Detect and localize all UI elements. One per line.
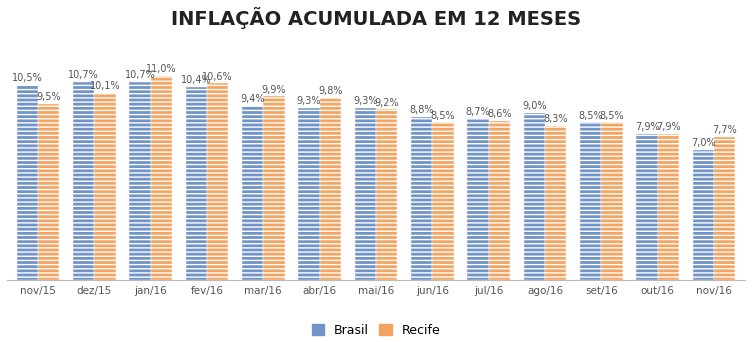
Text: 8,7%: 8,7% (465, 107, 490, 117)
Bar (411, 117, 432, 280)
Bar (150, 76, 172, 280)
Text: 9,3%: 9,3% (297, 96, 321, 106)
Text: 10,7%: 10,7% (125, 70, 156, 80)
Text: 10,1%: 10,1% (89, 81, 120, 91)
Bar (73, 81, 94, 280)
Text: 8,6%: 8,6% (487, 109, 511, 119)
Text: 9,4%: 9,4% (241, 94, 265, 104)
Bar (714, 137, 735, 280)
Text: 9,0%: 9,0% (522, 101, 547, 111)
Bar (693, 150, 714, 280)
Bar (94, 93, 116, 280)
Bar (17, 85, 38, 280)
Text: 8,5%: 8,5% (578, 110, 603, 121)
Text: 9,2%: 9,2% (374, 97, 399, 108)
Text: 7,7%: 7,7% (712, 126, 737, 135)
Text: 8,3%: 8,3% (544, 114, 568, 124)
Text: 7,9%: 7,9% (656, 122, 681, 132)
Bar (602, 122, 623, 280)
Bar (207, 83, 229, 280)
Text: 9,5%: 9,5% (36, 92, 61, 102)
Bar (299, 108, 320, 280)
Text: 10,6%: 10,6% (202, 71, 233, 81)
Text: 10,4%: 10,4% (181, 75, 211, 85)
Text: 8,5%: 8,5% (431, 110, 456, 121)
Bar (186, 87, 207, 280)
Text: 9,9%: 9,9% (262, 84, 287, 95)
Legend: Brasil, Recife: Brasil, Recife (307, 319, 445, 342)
Bar (242, 106, 263, 280)
Bar (523, 113, 545, 280)
Title: INFLAÇÃO ACUMULADA EM 12 MESES: INFLAÇÃO ACUMULADA EM 12 MESES (171, 7, 581, 29)
Bar (129, 81, 150, 280)
Text: 11,0%: 11,0% (146, 64, 177, 74)
Bar (580, 122, 602, 280)
Bar (38, 104, 59, 280)
Bar (355, 108, 376, 280)
Bar (432, 122, 453, 280)
Text: 10,7%: 10,7% (68, 70, 99, 80)
Text: 8,8%: 8,8% (409, 105, 434, 115)
Text: 7,9%: 7,9% (635, 122, 660, 132)
Bar (376, 109, 397, 280)
Text: 9,3%: 9,3% (353, 96, 378, 106)
Text: 7,0%: 7,0% (691, 139, 716, 148)
Bar (263, 96, 285, 280)
Bar (320, 98, 341, 280)
Bar (636, 134, 658, 280)
Bar (489, 121, 510, 280)
Bar (658, 134, 679, 280)
Bar (467, 119, 489, 280)
Bar (545, 126, 566, 280)
Text: 10,5%: 10,5% (12, 74, 43, 83)
Text: 9,8%: 9,8% (318, 87, 343, 96)
Text: 8,5%: 8,5% (600, 110, 624, 121)
